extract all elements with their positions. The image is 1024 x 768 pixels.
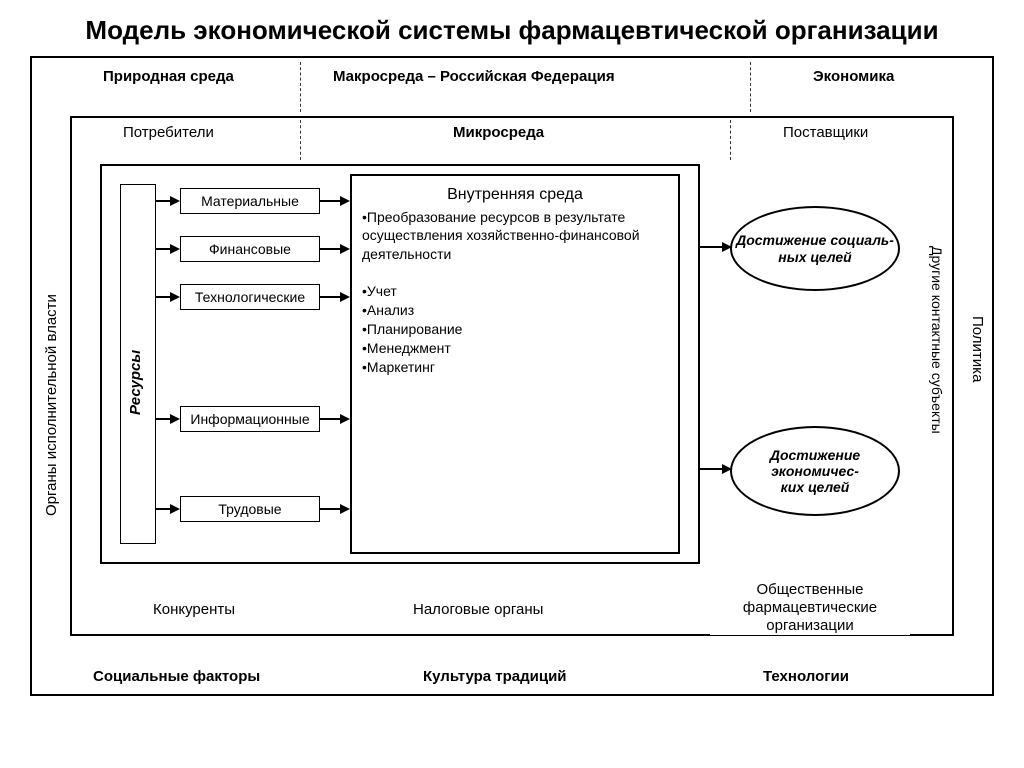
micro-top-center: Микросреда: [450, 124, 547, 141]
internal-env-box: Внутренняя среда •Преобразование ресурсо…: [350, 174, 680, 554]
macro-left-side: Органы исполнительной власти: [40, 236, 63, 516]
macro-top-left: Природная среда: [100, 68, 237, 85]
resource-box-2: Технологические: [180, 284, 320, 310]
micro-bottom-center: Налоговые органы: [410, 601, 546, 618]
micro-bottom-left: Конкуренты: [150, 601, 238, 618]
page-title: Модель экономической системы фармацевтич…: [0, 0, 1024, 56]
arrow-head-env-4: [340, 504, 350, 514]
micro-right-side: Другие контактные субъекты: [926, 246, 948, 506]
goal-economic: Достижение экономичес- ких целей: [730, 426, 900, 516]
arrow-env-2: [320, 296, 342, 298]
arrow-env-1: [320, 248, 342, 250]
macro-bottom-center: Культура традиций: [420, 668, 570, 685]
resources-label: Ресурсы: [127, 325, 144, 415]
internal-item-4: •Маркетинг: [362, 358, 668, 377]
arrow-goal-2: [700, 468, 724, 470]
resource-box-3: Информационные: [180, 406, 320, 432]
internal-item-3: •Менеджмент: [362, 339, 668, 358]
dash-top-1: [300, 62, 301, 112]
arrow-head-res-0: [170, 196, 180, 206]
internal-item-0: •Учет: [362, 282, 668, 301]
dash-micro-top-2: [730, 120, 731, 160]
macro-bottom-left: Социальные факторы: [90, 668, 263, 685]
arrow-env-4: [320, 508, 342, 510]
internal-item-1: •Анализ: [362, 301, 668, 320]
resource-box-1: Финансовые: [180, 236, 320, 262]
micro-bottom-right: Общественные фармацевтические организаци…: [710, 581, 910, 635]
diagram-canvas: Природная среда Макросреда – Российская …: [30, 56, 994, 706]
arrow-env-3: [320, 418, 342, 420]
micro-top-right: Поставщики: [780, 124, 871, 141]
arrow-head-env-1: [340, 244, 350, 254]
micro-top-left: Потребители: [120, 124, 217, 141]
dash-micro-top-1: [300, 120, 301, 160]
macro-top-center: Макросреда – Российская Федерация: [330, 68, 618, 85]
arrow-env-0: [320, 200, 342, 202]
internal-desc: •Преобразование ресурсов в результате ос…: [362, 208, 668, 265]
internal-header: Внутренняя среда: [362, 184, 668, 206]
arrow-head-env-3: [340, 414, 350, 424]
macro-right-side: Политика: [966, 316, 989, 436]
dash-top-2: [750, 62, 751, 112]
arrow-head-res-1: [170, 244, 180, 254]
arrow-head-res-4: [170, 504, 180, 514]
goal-social: Достижение социаль- ных целей: [730, 206, 900, 291]
arrow-head-res-2: [170, 292, 180, 302]
macro-bottom-right: Технологии: [760, 668, 852, 685]
resource-box-4: Трудовые: [180, 496, 320, 522]
macro-top-right: Экономика: [810, 68, 897, 85]
resources-column: Ресурсы: [120, 184, 156, 544]
arrow-head-env-0: [340, 196, 350, 206]
arrow-head-env-2: [340, 292, 350, 302]
arrow-head-res-3: [170, 414, 180, 424]
internal-item-2: •Планирование: [362, 320, 668, 339]
arrow-goal-1: [700, 246, 724, 248]
resource-box-0: Материальные: [180, 188, 320, 214]
